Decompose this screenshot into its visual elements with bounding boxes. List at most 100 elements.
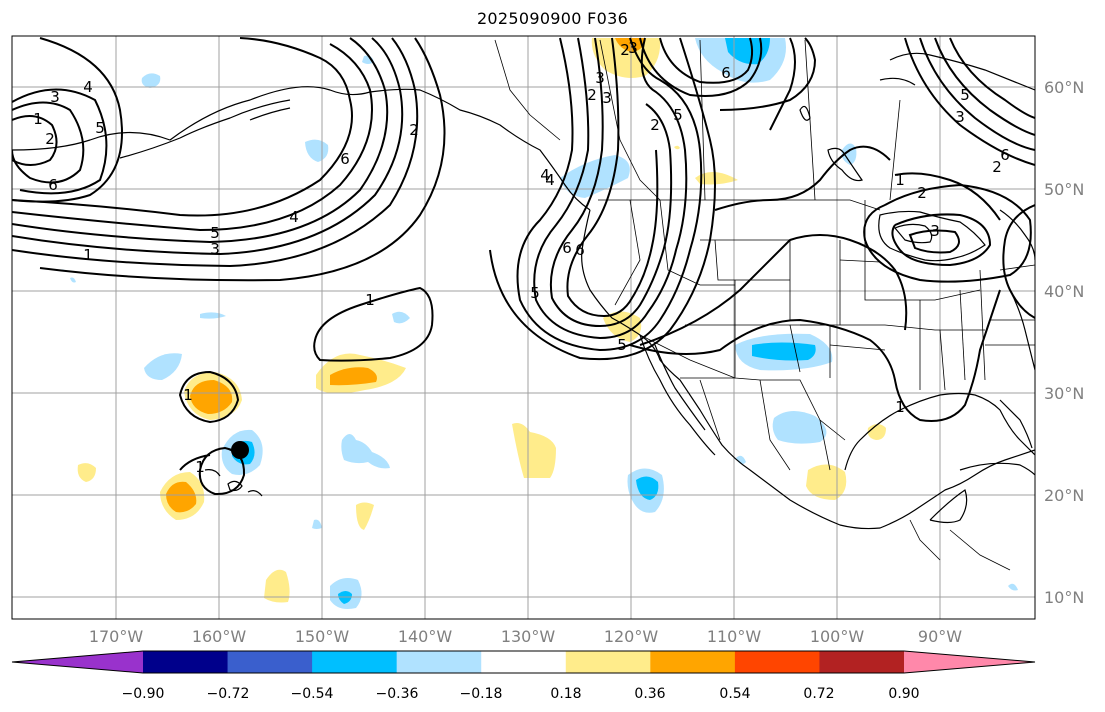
contour-label: 2: [45, 130, 55, 148]
shade-yellow: [695, 171, 738, 185]
contour-label: 3: [628, 39, 638, 57]
storm-center-marker: [231, 441, 249, 459]
lon-ticks: 170°W 160°W 150°W 140°W 130°W 120°W 110°…: [89, 627, 962, 646]
contour-label: 6: [562, 239, 572, 257]
contour-label: 1: [33, 110, 43, 128]
contour-label: 4: [83, 78, 93, 96]
colorbar-label: 0.90: [888, 686, 919, 702]
lon-tick-label: 170°W: [89, 627, 144, 646]
contour-label: 3: [50, 88, 60, 106]
lon-tick-label: 120°W: [604, 627, 659, 646]
shade-lightblue: [772, 410, 827, 444]
contour-label: 3: [595, 69, 605, 87]
contour-label: 2: [917, 184, 927, 202]
contour-label: 1: [895, 171, 905, 189]
shade-yellow: [77, 463, 96, 482]
colorbar-label: −0.90: [122, 686, 165, 702]
lat-tick-label: 30°N: [1044, 384, 1084, 403]
colorbar-label: −0.72: [207, 686, 250, 702]
lon-tick-label: 90°W: [918, 627, 962, 646]
colorbar-outline: [11, 650, 1036, 674]
contour-label: 5: [617, 336, 627, 354]
shade-lightblue: [141, 73, 161, 88]
contour-label: 6: [340, 150, 350, 168]
contour-label-group: 3 4 5 1 2 6 6 5 3 4 2 6 1 2 3 3 2 5 6 4 …: [33, 39, 1010, 476]
colorbar-segment: [904, 651, 1035, 673]
shade-yellow: [356, 502, 374, 530]
shade-orange: [615, 38, 645, 52]
lat-tick-label: 20°N: [1044, 486, 1084, 505]
shade-yellow: [603, 311, 642, 342]
colorbar-segment: [396, 651, 482, 673]
shade-yellow: [264, 569, 290, 603]
colorbar-label: 0.54: [719, 686, 750, 702]
shade-blue: [636, 476, 659, 500]
shade-lightblue: [312, 519, 322, 529]
colorbar: [11, 650, 1036, 674]
lon-tick-label: 110°W: [707, 627, 762, 646]
colorbar-segment: [650, 651, 736, 673]
colorbar-segment: [734, 651, 820, 673]
contour-label: 3: [955, 108, 965, 126]
colorbar-label: 0.36: [634, 686, 665, 702]
shade-lightblue: [70, 277, 76, 283]
contour-lines: [12, 37, 1035, 496]
contour-label: 1: [195, 458, 205, 476]
contour-label: 1: [895, 398, 905, 416]
colorbar-segment: [312, 651, 398, 673]
lat-tick-label: 40°N: [1044, 282, 1084, 301]
lat-tick-label: 50°N: [1044, 180, 1084, 199]
lat-tick-label: 10°N: [1044, 588, 1084, 607]
contour-label: 5: [673, 106, 683, 124]
lon-tick-label: 140°W: [398, 627, 453, 646]
lon-tick-label: 160°W: [192, 627, 247, 646]
contour-label: 2: [587, 86, 597, 104]
contour-label: 6: [575, 241, 585, 259]
lat-tick-label: 60°N: [1044, 78, 1084, 97]
lon-tick-label: 150°W: [295, 627, 350, 646]
colorbar-segment: [819, 651, 905, 673]
shade-lightblue: [144, 353, 182, 380]
shade-lightblue: [1008, 583, 1018, 591]
contour-label: 5: [95, 119, 105, 137]
map-title: 2025090900 F036: [476, 9, 629, 28]
colorbar-label: −0.36: [376, 686, 419, 702]
political-borders: [494, 39, 1035, 571]
contour-label: 5: [530, 284, 540, 302]
contour-label: 3: [602, 89, 612, 107]
shade-orange: [330, 367, 377, 386]
contour-label: 4: [289, 208, 299, 226]
contour-label: 1: [365, 291, 375, 309]
contour-label: 2: [409, 121, 419, 139]
colorbar-label: −0.18: [460, 686, 503, 702]
shade-yellow: [806, 464, 847, 500]
shade-lightblue: [341, 434, 390, 469]
shade-lightblue: [392, 311, 410, 324]
contour-label: 2: [620, 41, 630, 59]
lon-tick-label: 130°W: [501, 627, 556, 646]
gridlines: [12, 36, 1035, 619]
lon-tick-label: 100°W: [810, 627, 865, 646]
contour-label: 5: [960, 86, 970, 104]
plot-frame: [11, 35, 1036, 620]
colorbar-segment: [143, 651, 229, 673]
colorbar-label: −0.54: [291, 686, 334, 702]
shade-orange: [166, 481, 197, 513]
plot-area: [12, 36, 1035, 619]
contour-label: 5: [210, 224, 220, 242]
contour-label: 1: [83, 246, 93, 264]
shade-orange: [190, 380, 233, 414]
contour-label: 2: [992, 158, 1002, 176]
colorbar-segment: [481, 651, 567, 673]
shade-yellow: [674, 145, 680, 150]
colorbar-labels: −0.90 −0.72 −0.54 −0.36 −0.18 0.18 0.36 …: [122, 686, 920, 702]
contour-label: 3: [930, 222, 940, 240]
shade-blue: [725, 38, 770, 65]
lat-ticks: 60°N 50°N 40°N 30°N 20°N 10°N: [1044, 78, 1084, 607]
contour-label: 6: [721, 64, 731, 82]
contour-label: 4: [545, 171, 555, 189]
contour-label: 1: [183, 386, 193, 404]
colorbar-segment: [227, 651, 313, 673]
coastlines: [12, 52, 1035, 530]
